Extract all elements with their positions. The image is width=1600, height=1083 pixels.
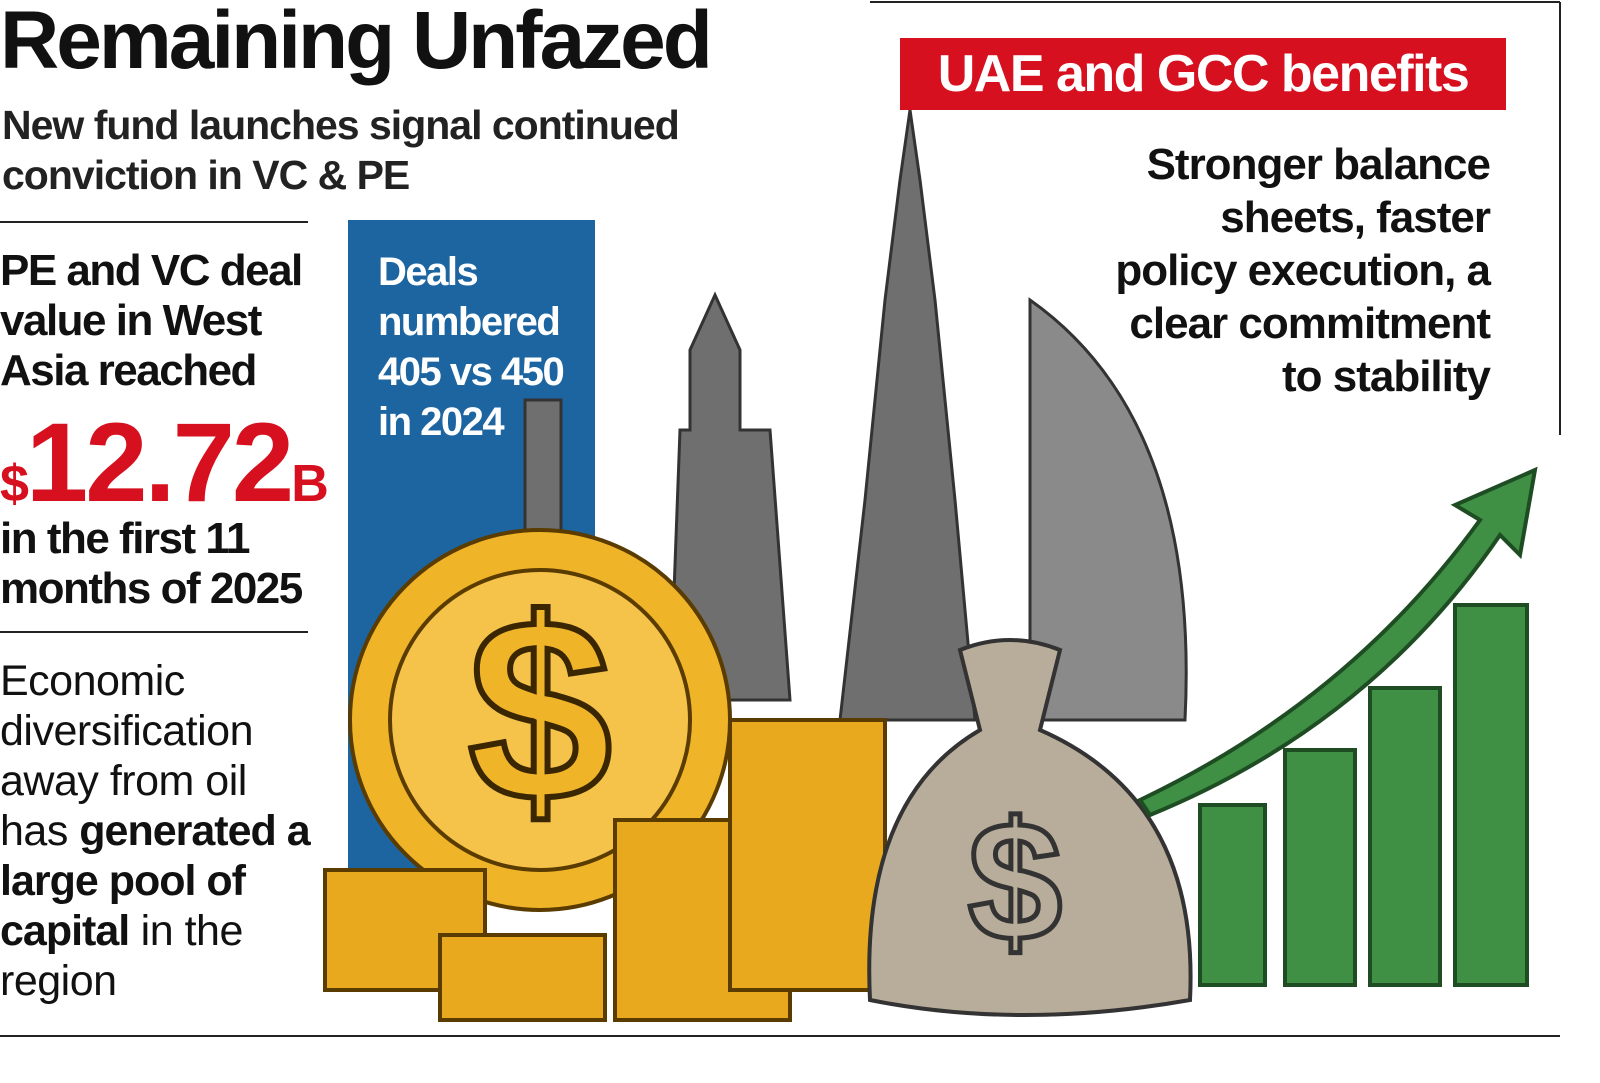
amount: $12.72B xyxy=(0,398,329,527)
deals-text: Deals xyxy=(378,250,479,294)
note-line: has generated a xyxy=(0,806,311,856)
note-run: capital xyxy=(0,907,130,955)
note-line: away from oil xyxy=(0,756,310,806)
period-text: in the first 11 xyxy=(0,514,250,563)
towers xyxy=(523,109,1188,722)
note-run: region xyxy=(0,957,117,1005)
lead-text: PE and VC deal xyxy=(0,246,303,295)
divider xyxy=(0,221,308,223)
note-line: Economic xyxy=(0,656,310,706)
note-run: large pool of xyxy=(0,857,246,905)
title: Remaining Unfazed xyxy=(0,0,713,86)
note-line: large pool of xyxy=(0,856,310,906)
currency: $ xyxy=(0,455,29,513)
period-text: months of 2025 xyxy=(0,564,303,613)
lead-text: Asia reached xyxy=(0,346,257,395)
deals-text: numbered xyxy=(378,300,561,344)
benefits-line: sheets, faster xyxy=(1220,193,1491,242)
svg-text:$: $ xyxy=(968,787,1063,977)
benefits-line: policy execution, a xyxy=(1115,246,1491,295)
note-run: has xyxy=(0,807,80,855)
unit: B xyxy=(291,455,329,513)
svg-text:$: $ xyxy=(468,566,613,856)
note-line: diversification xyxy=(0,706,310,756)
divider xyxy=(0,631,308,633)
growth-bars xyxy=(1137,466,1538,987)
note-run: Economic xyxy=(0,657,185,705)
note: Economic diversification away from oil has … xyxy=(0,656,311,1006)
deals-text: in 2024 xyxy=(378,400,505,444)
note-run: away from oil xyxy=(0,757,247,805)
note-run: in the xyxy=(129,907,244,955)
coins: $ xyxy=(323,528,887,1022)
amount-number: 12.72 xyxy=(25,400,294,525)
benefits-line: clear commitment xyxy=(1129,299,1491,348)
note-line: capital in the xyxy=(0,906,310,956)
subtitle: New fund launches signal continued xyxy=(2,102,680,148)
lead-text: value in West xyxy=(0,296,262,345)
benefits-title: UAE and GCC benefits xyxy=(937,45,1470,103)
note-line: region xyxy=(0,956,310,1006)
benefits-banner xyxy=(900,38,1506,110)
money-bag: $ xyxy=(867,638,1193,1017)
note-run: generated a xyxy=(79,807,310,855)
note-run: diversification xyxy=(0,707,254,755)
subtitle: conviction in VC & PE xyxy=(2,152,410,198)
benefits-line: to stability xyxy=(1281,352,1491,401)
deals-text: 405 vs 450 xyxy=(378,350,565,394)
benefits-line: Stronger balance xyxy=(1146,140,1491,189)
